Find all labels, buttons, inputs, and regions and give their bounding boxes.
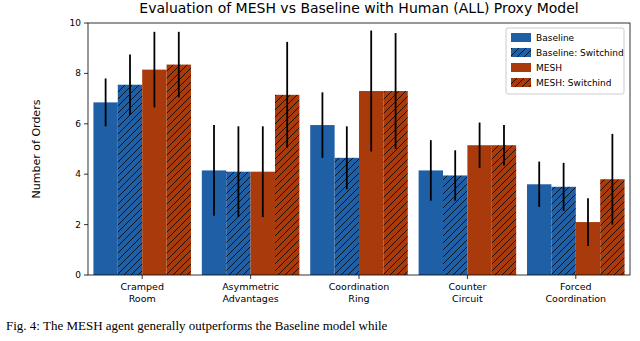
y-tick-label: 10 bbox=[70, 18, 82, 28]
error-bar bbox=[370, 31, 372, 152]
error-bar bbox=[503, 125, 505, 165]
x-tick bbox=[250, 275, 251, 279]
legend: Baseline Baseline: Switchind MESH MESH: Swi… bbox=[506, 28, 624, 94]
error-bar bbox=[479, 123, 481, 168]
x-tick-label: ForcedCoordination bbox=[545, 281, 606, 304]
error-bar bbox=[286, 42, 288, 148]
x-tick bbox=[142, 275, 143, 279]
x-tick-label-line: Coordination bbox=[545, 293, 606, 304]
error-bar bbox=[611, 134, 613, 225]
error-bar bbox=[322, 92, 324, 158]
chart: Evaluation of MESH vs Baseline with Huma… bbox=[0, 0, 640, 341]
error-bar bbox=[238, 126, 240, 217]
error-bar bbox=[178, 32, 180, 98]
y-tick-label: 4 bbox=[75, 169, 81, 179]
y-tick bbox=[84, 174, 88, 175]
x-tick-label-line: Circuit bbox=[452, 293, 483, 304]
error-bar bbox=[262, 126, 264, 217]
error-bar bbox=[454, 150, 456, 200]
error-bar bbox=[587, 198, 589, 246]
x-tick-label-line: Ring bbox=[348, 293, 369, 304]
y-tick-label: 8 bbox=[75, 68, 81, 78]
error-bar bbox=[105, 78, 107, 126]
legend-swatch bbox=[511, 33, 531, 42]
x-tick-label-line: Coordination bbox=[329, 281, 390, 292]
legend-box bbox=[506, 28, 624, 94]
x-tick-label-line: Asymmetric bbox=[222, 281, 279, 292]
y-tick bbox=[84, 73, 88, 74]
legend-swatch bbox=[511, 48, 531, 57]
caption: Fig. 4: The MESH agent generally outperf… bbox=[6, 318, 388, 333]
error-bar bbox=[395, 33, 397, 149]
error-bar bbox=[563, 163, 565, 211]
frame bbox=[88, 23, 630, 275]
x-tick bbox=[575, 275, 576, 279]
error-bar bbox=[346, 126, 348, 189]
legend-label: MESH: Switchind bbox=[536, 78, 612, 88]
x-tick-label-line: Forced bbox=[560, 281, 592, 292]
x-tick bbox=[467, 275, 468, 279]
x-tick-label: AsymmetricAdvantages bbox=[222, 281, 279, 304]
y-tick-label: 2 bbox=[75, 220, 81, 230]
bar bbox=[93, 102, 117, 275]
x-tick-label-line: Room bbox=[129, 293, 156, 304]
error-bar bbox=[538, 162, 540, 207]
legend-swatch bbox=[511, 63, 531, 72]
legend-label: Baseline: Switchind bbox=[536, 48, 624, 58]
y-tick bbox=[84, 23, 88, 24]
legend-label: Baseline bbox=[536, 33, 575, 43]
error-bar bbox=[430, 140, 432, 200]
y-tick-label: 0 bbox=[75, 270, 81, 280]
y-tick bbox=[84, 275, 88, 276]
x-tick-label-line: Advantages bbox=[222, 293, 278, 304]
legend-label: MESH bbox=[536, 63, 562, 73]
x-tick-label: CrampedRoom bbox=[120, 281, 164, 304]
y-label: Number of Orders bbox=[30, 99, 43, 198]
x-tick-label-line: Counter bbox=[448, 281, 486, 292]
y-tick-label: 6 bbox=[75, 119, 81, 129]
x-tick-label-line: Cramped bbox=[120, 281, 164, 292]
y-tick bbox=[84, 224, 88, 225]
error-bar bbox=[153, 32, 155, 108]
bars bbox=[93, 31, 624, 275]
title: Evaluation of MESH vs Baseline with Huma… bbox=[139, 0, 578, 16]
x-tick bbox=[359, 275, 360, 279]
error-bar bbox=[129, 55, 131, 115]
y-tick bbox=[84, 123, 88, 124]
error-bar bbox=[213, 125, 215, 216]
x-tick-label: CounterCircuit bbox=[448, 281, 486, 304]
x-tick-label: CoordinationRing bbox=[329, 281, 390, 304]
legend-swatch bbox=[511, 78, 531, 87]
